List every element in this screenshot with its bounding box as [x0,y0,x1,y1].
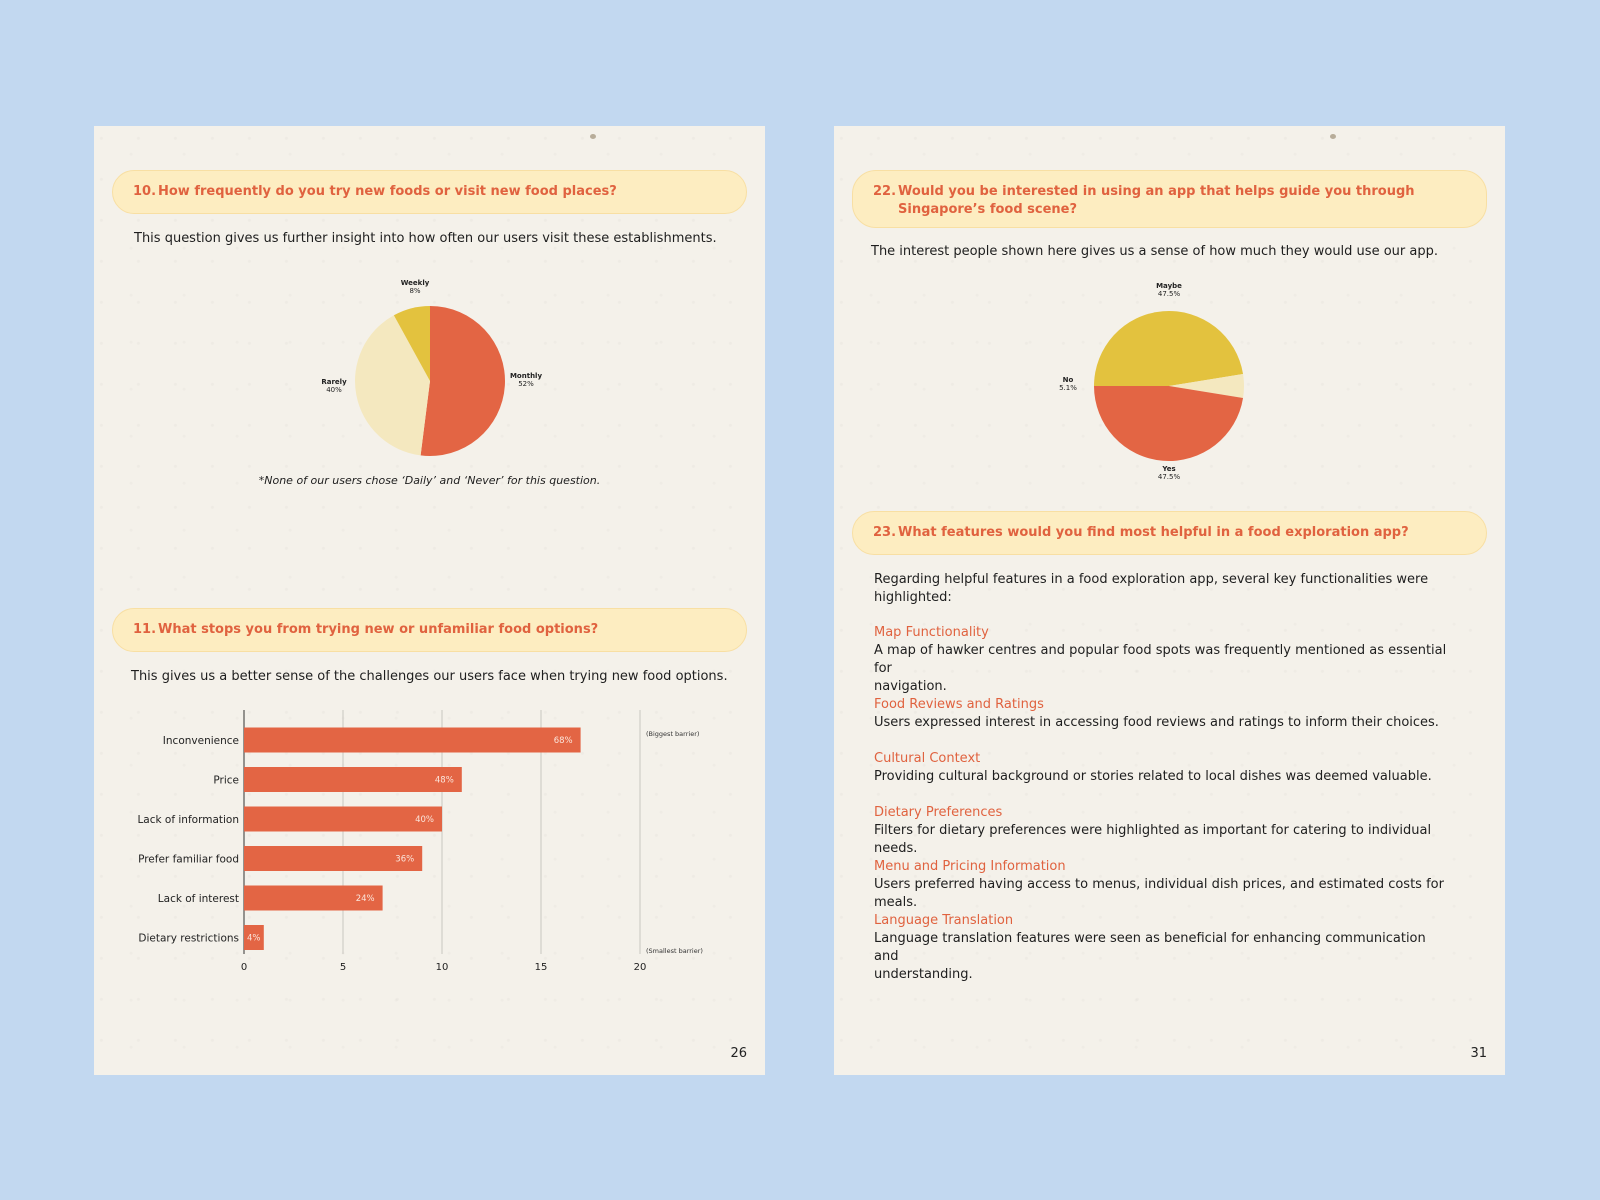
pie-label: No [1063,376,1074,384]
category-label: Dietary restrictions [138,933,239,945]
pie-value-label: 52% [518,380,534,388]
pie-slice-yes [1094,386,1244,462]
category-label: Inconvenience [163,735,239,747]
feature-desc-line: Language translation features were seen … [874,931,1426,964]
feature-description: Filters for dietary preferences were hig… [874,823,1432,856]
feature-description: Users expressed interest in accessing fo… [874,715,1439,730]
question-10-header: 10. How frequently do you try new foods o… [112,170,747,214]
pie-value-label: 40% [326,386,342,394]
bar [244,806,442,832]
category-label: Lack of interest [158,893,239,905]
smallest-barrier-label: (Smallest barrier) [646,947,703,955]
x-tick-label: 20 [634,962,647,973]
pie-slice-weekly [393,306,430,381]
page-number: 31 [1470,1046,1487,1061]
question-number: 22. [873,184,897,199]
pie-slice-maybe [1094,310,1244,386]
pie-label: Maybe [1156,282,1182,290]
q23-intro: Regarding helpful features in a food exp… [874,571,1464,607]
paper-speck [1330,134,1336,139]
pie-label: Monthly [510,372,542,380]
question-text: What stops you from trying new or unfami… [158,622,599,637]
pie-slice-rarely [355,315,430,456]
feature-title: Food Reviews and Ratings [874,697,1044,712]
bar [244,846,423,871]
q23-intro-line1: Regarding helpful features in a food exp… [874,572,1429,587]
x-tick-label: 5 [340,962,346,973]
pie-slice-no [1169,374,1244,398]
pie-slice-monthly [420,306,505,456]
pie-label: Weekly [401,279,430,287]
pie-label: Rarely [321,378,347,386]
feature-title: Cultural Context [874,751,981,766]
feature-desc-line: navigation. [874,679,947,694]
question-text: What features would you find most helpfu… [898,525,1409,540]
question-number: 23. [873,525,897,540]
question-text: How frequently do you try new foods or v… [158,184,617,199]
feature-desc-line: understanding. [874,967,973,982]
barriers-bar-chart: 0 5 10 15 20 Inconvenience 68% Price 48% Lack of … [137,710,703,973]
page-number: 26 [730,1046,747,1061]
x-tick-label: 0 [241,962,247,973]
biggest-barrier-label: (Biggest barrier) [646,730,699,738]
feature-description: Providing cultural background or stories… [874,769,1432,784]
question-number: 11. [133,622,157,637]
feature-title: Dietary Preferences [874,805,1003,820]
bar-data-label: 68% [554,736,573,746]
q23-intro-line2: highlighted: [874,590,952,605]
bar-data-label: 4% [247,934,261,944]
bar-data-label: 48% [435,776,454,786]
bar-data-label: 24% [356,894,375,904]
feature-description: A map of hawker centres and popular food… [874,642,1454,696]
q11-intro: This gives us a better sense of the chal… [131,669,728,684]
pie-value-label: 47.5% [1158,290,1181,298]
q22-intro: The interest people shown here gives us … [871,244,1438,259]
question-11-header: 11. What stops you from trying new or unf… [112,608,747,652]
q10-intro: This question gives us further insight i… [134,231,717,246]
paper-speck [590,134,596,139]
pie-value-label: 5.1% [1059,384,1077,392]
feature-description: Language translation features were seen … [874,930,1454,984]
bar [244,925,264,950]
left-page: 10. How frequently do you try new foods o… [94,126,765,1075]
bar [244,727,581,753]
bar [244,885,383,911]
category-label: Price [213,775,239,787]
question-text-line1: Would you be interested in using an app … [898,184,1415,199]
question-22-header: 22. Would you be interested in using an a… [852,170,1487,228]
question-text-line2: Singapore’s food scene? [898,202,1078,217]
x-tick-label: 15 [535,962,548,973]
x-tick-label: 10 [436,962,449,973]
bar [244,767,462,792]
category-label: Prefer familiar food [138,854,239,866]
feature-desc-line: A map of hawker centres and popular food… [874,643,1447,676]
category-label: Lack of information [137,814,239,826]
feature-description: Users preferred having access to menus, … [874,877,1444,910]
bar-data-label: 40% [415,815,434,825]
right-page: 22. Would you be interested in using an a… [834,126,1505,1075]
pie-value-label: 47.5% [1158,473,1181,481]
q10-note: *None of our users chose ‘Daily’ and ‘Ne… [258,474,601,487]
feature-title: Language Translation [874,913,1014,928]
pie-value-label: 8% [409,287,420,295]
feature-title: Menu and Pricing Information [874,859,1066,874]
feature-title: Map Functionality [874,625,989,640]
question-23-header: 23. What features would you find most hel… [852,511,1487,555]
question-number: 10. [133,184,157,199]
bar-data-label: 36% [395,855,414,865]
pie-label: Yes [1161,465,1175,473]
